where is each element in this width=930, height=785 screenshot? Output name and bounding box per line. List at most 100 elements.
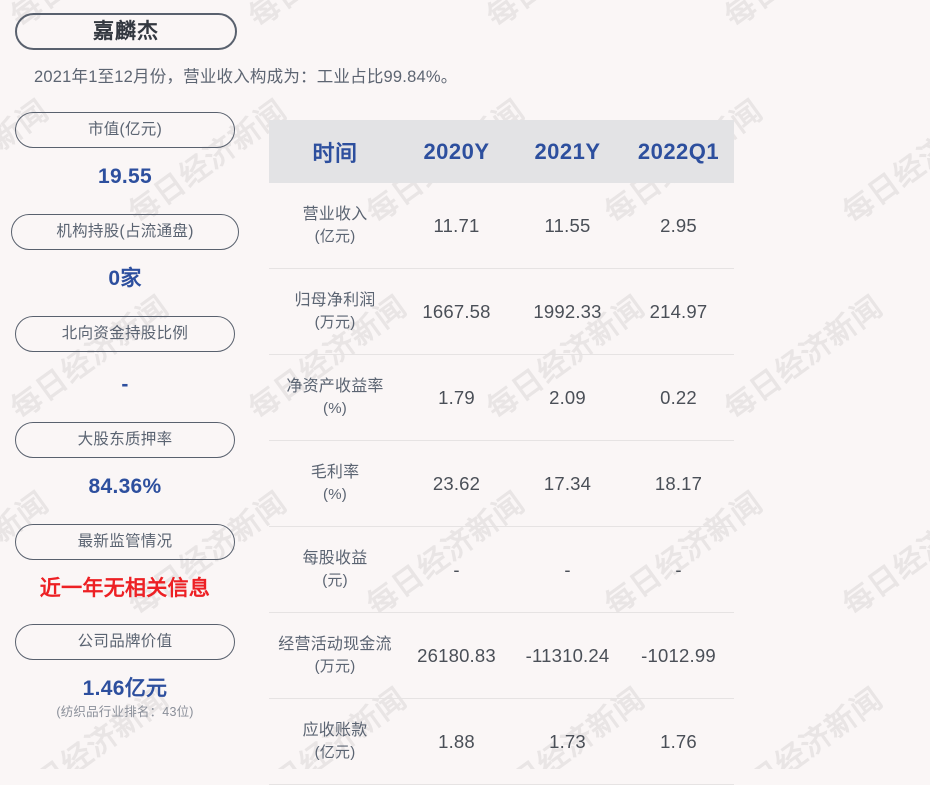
cell-value: - (453, 558, 460, 580)
cell-value: 17.34 (543, 472, 592, 494)
table-cell: 214.97 (623, 268, 734, 355)
metric-label-pill[interactable]: 最新监管情况 (15, 524, 235, 560)
metric-label: 公司品牌价值 (77, 633, 173, 651)
table-cell: 1667.58 (401, 268, 512, 355)
metric-block: 机构持股(占流通盘) 0家 (0, 214, 250, 289)
table-cell: 1.88 (401, 698, 512, 785)
table-cell: 2.95 (623, 183, 734, 269)
metric-block: 北向资金持股比例 - (0, 316, 250, 395)
row-metric-unit: (万元) (314, 314, 356, 332)
company-title-pill: 嘉麟杰 (15, 13, 237, 50)
cell-value: 1.88 (438, 730, 475, 752)
row-metric-name: 归母净利润 (294, 292, 376, 310)
cell-value: 1992.33 (533, 300, 602, 322)
cell-value: - (675, 558, 682, 580)
cell-value: 2.09 (549, 386, 586, 408)
cell-value: - (564, 558, 571, 580)
cell-value: 2.95 (660, 214, 697, 236)
row-metric-name: 毛利率 (310, 464, 360, 482)
metric-value: - (121, 373, 129, 396)
column-header-2022q1: 2022Q1 (623, 120, 734, 183)
cell-value: 1667.58 (422, 300, 491, 322)
cell-value: 1.76 (660, 730, 697, 752)
metric-label-pill[interactable]: 市值(亿元) (15, 112, 235, 148)
row-metric-unit: (%) (323, 486, 347, 504)
metric-label: 机构持股(占流通盘) (56, 223, 194, 241)
row-label-cell: 营业收入 (亿元) (269, 183, 401, 269)
table-cell: 1.76 (623, 698, 734, 785)
metric-label-pill[interactable]: 北向资金持股比例 (15, 316, 235, 352)
metric-subtext: (纺织品行业排名：43位) (56, 705, 194, 719)
metric-value: 19.55 (97, 165, 153, 188)
table-cell: 1.79 (401, 354, 512, 441)
row-metric-name: 每股收益 (302, 550, 368, 568)
metric-label: 大股东质押率 (77, 431, 173, 449)
financial-summary-table: 时间 2020Y 2021Y 2022Q1 营业收入 (亿元) 11.71 11.55… (269, 120, 734, 785)
row-metric-unit: (%) (323, 400, 347, 418)
page-root: 嘉麟杰 2021年1至12月份，营业收入构成为：工业占比99.84%。 市值(亿… (0, 13, 734, 785)
cell-value: 11.55 (544, 214, 591, 236)
row-metric-name: 净资产收益率 (286, 378, 384, 396)
row-label-cell: 毛利率 (%) (269, 440, 401, 527)
table-cell: 11.71 (401, 183, 512, 269)
row-label-cell: 净资产收益率 (%) (269, 354, 401, 441)
table-row: 净资产收益率 (%) 1.79 2.09 0.22 (269, 354, 734, 441)
metric-block: 大股东质押率 84.36% (0, 422, 250, 497)
table-row: 每股收益 (元) - - - (269, 526, 734, 613)
row-metric-name: 应收账款 (302, 722, 368, 740)
metric-block: 公司品牌价值 1.46亿元 (纺织品行业排名：43位) (0, 624, 250, 719)
cell-value: 0.22 (660, 386, 697, 408)
cell-value: 18.17 (654, 472, 703, 494)
column-header-2020y: 2020Y (401, 120, 512, 183)
row-metric-name: 营业收入 (302, 206, 368, 224)
metric-label-pill[interactable]: 公司品牌价值 (15, 624, 235, 660)
table-row: 营业收入 (亿元) 11.71 11.55 2.95 (269, 183, 734, 269)
row-label-cell: 应收账款 (亿元) (269, 698, 401, 785)
row-metric-unit: (元) (322, 572, 348, 590)
table-cell: 23.62 (401, 440, 512, 527)
table-header-row: 时间 2020Y 2021Y 2022Q1 (269, 120, 734, 183)
table-cell: - (623, 526, 734, 613)
metric-label: 北向资金持股比例 (61, 325, 189, 343)
table-row: 经营活动现金流 (万元) 26180.83 -11310.24 -1012.99 (269, 612, 734, 699)
table-cell: -11310.24 (512, 612, 623, 699)
column-header-2021y: 2021Y (512, 120, 623, 183)
metric-label: 市值(亿元) (87, 121, 163, 139)
table-cell: - (401, 526, 512, 613)
cell-value: -11310.24 (525, 644, 610, 666)
metric-value: 0家 (108, 267, 142, 290)
cell-value: 11.71 (433, 214, 480, 236)
table-cell: 17.34 (512, 440, 623, 527)
table-cell: - (512, 526, 623, 613)
cell-value: 1.73 (549, 730, 586, 752)
table-cell: 1.73 (512, 698, 623, 785)
table-cell: 18.17 (623, 440, 734, 527)
metric-value: 近一年无相关信息 (39, 577, 211, 600)
row-label-cell: 每股收益 (元) (269, 526, 401, 613)
table-cell: -1012.99 (623, 612, 734, 699)
row-label-cell: 归母净利润 (万元) (269, 268, 401, 355)
metric-value: 1.46亿元 (82, 677, 168, 700)
table-header: 时间 2020Y 2021Y 2022Q1 (269, 120, 734, 183)
cell-value: 1.79 (438, 386, 475, 408)
column-header-time: 时间 (269, 120, 401, 183)
cell-value: 214.97 (649, 300, 708, 322)
metric-block: 最新监管情况近一年无相关信息 (0, 524, 250, 599)
metric-label-pill[interactable]: 大股东质押率 (15, 422, 235, 458)
table-cell: 2.09 (512, 354, 623, 441)
row-label-cell: 经营活动现金流 (万元) (269, 612, 401, 699)
metric-block: 市值(亿元) 19.55 (0, 112, 250, 187)
table-cell: 26180.83 (401, 612, 512, 699)
table-body: 营业收入 (亿元) 11.71 11.55 2.95 归母净利润 (万元) 1667.58 19… (269, 183, 734, 785)
cell-value: 23.62 (432, 472, 481, 494)
row-metric-unit: (万元) (314, 658, 356, 676)
cell-value: 26180.83 (417, 644, 496, 666)
table-row: 毛利率 (%) 23.62 17.34 18.17 (269, 440, 734, 527)
metric-label: 最新监管情况 (77, 533, 173, 551)
company-name: 嘉麟杰 (93, 20, 159, 43)
revenue-composition-summary: 2021年1至12月份，营业收入构成为：工业占比99.84%。 (34, 68, 458, 86)
table-row: 应收账款 (亿元) 1.88 1.73 1.76 (269, 698, 734, 785)
table-cell: 11.55 (512, 183, 623, 269)
metric-value: 84.36% (88, 475, 162, 498)
metric-label-pill[interactable]: 机构持股(占流通盘) (11, 214, 239, 250)
